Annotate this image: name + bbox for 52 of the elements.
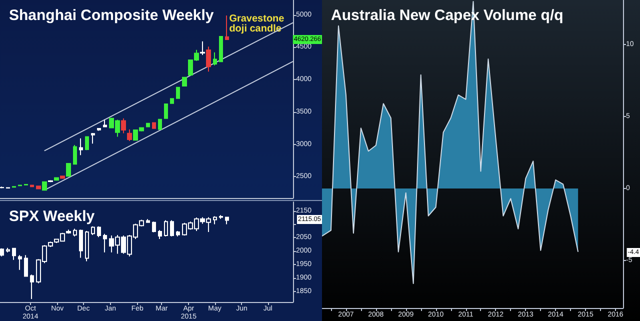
candlestick bbox=[225, 15, 229, 40]
candlestick bbox=[73, 228, 77, 237]
chart-title: SPX Weekly bbox=[9, 208, 96, 225]
candlestick bbox=[48, 180, 53, 183]
candlestick bbox=[225, 216, 229, 225]
candlestick bbox=[146, 218, 150, 224]
candlestick bbox=[219, 36, 223, 63]
candlestick bbox=[103, 119, 107, 128]
candlestick bbox=[0, 186, 4, 189]
candlestick bbox=[152, 122, 156, 130]
candlestick bbox=[12, 247, 16, 260]
candlestick bbox=[91, 132, 95, 144]
candlestick bbox=[127, 128, 132, 142]
candlestick bbox=[200, 40, 205, 56]
candlestick bbox=[170, 220, 174, 237]
candlestick bbox=[170, 98, 174, 104]
chart-title: Shanghai Composite Weekly bbox=[9, 7, 214, 24]
candlestick bbox=[66, 162, 71, 178]
candlestick bbox=[79, 138, 83, 156]
candlestick bbox=[73, 144, 77, 165]
candlestick bbox=[164, 220, 168, 237]
candlestick bbox=[206, 46, 211, 72]
candlestick bbox=[158, 230, 162, 240]
candlestick bbox=[60, 175, 65, 180]
candlestick bbox=[158, 118, 162, 130]
candlestick bbox=[85, 136, 89, 151]
candlestick bbox=[176, 86, 180, 100]
candlestick bbox=[91, 226, 95, 236]
candlestick bbox=[85, 230, 89, 262]
candlestick bbox=[6, 247, 10, 253]
candlestick bbox=[164, 103, 168, 120]
candlestick bbox=[97, 226, 101, 238]
candlestick bbox=[42, 181, 47, 192]
candlestick bbox=[30, 184, 34, 188]
candlestick bbox=[182, 76, 187, 87]
candlestick bbox=[0, 248, 4, 257]
annotation: Gravestone doji candle bbox=[229, 14, 288, 34]
candlestick bbox=[146, 122, 150, 128]
candlestick bbox=[213, 52, 217, 66]
candlestick bbox=[121, 118, 126, 134]
candlestick bbox=[79, 229, 83, 258]
candlestick bbox=[36, 185, 41, 190]
candlestick bbox=[30, 274, 34, 300]
candlestick bbox=[54, 177, 59, 182]
candlestick bbox=[97, 128, 101, 132]
candlestick bbox=[213, 216, 217, 225]
candlestick bbox=[18, 254, 22, 270]
candlestick bbox=[176, 230, 180, 237]
candlestick bbox=[24, 254, 28, 278]
candlestick bbox=[219, 214, 223, 220]
candlestick bbox=[103, 233, 107, 253]
candlestick bbox=[152, 221, 156, 233]
